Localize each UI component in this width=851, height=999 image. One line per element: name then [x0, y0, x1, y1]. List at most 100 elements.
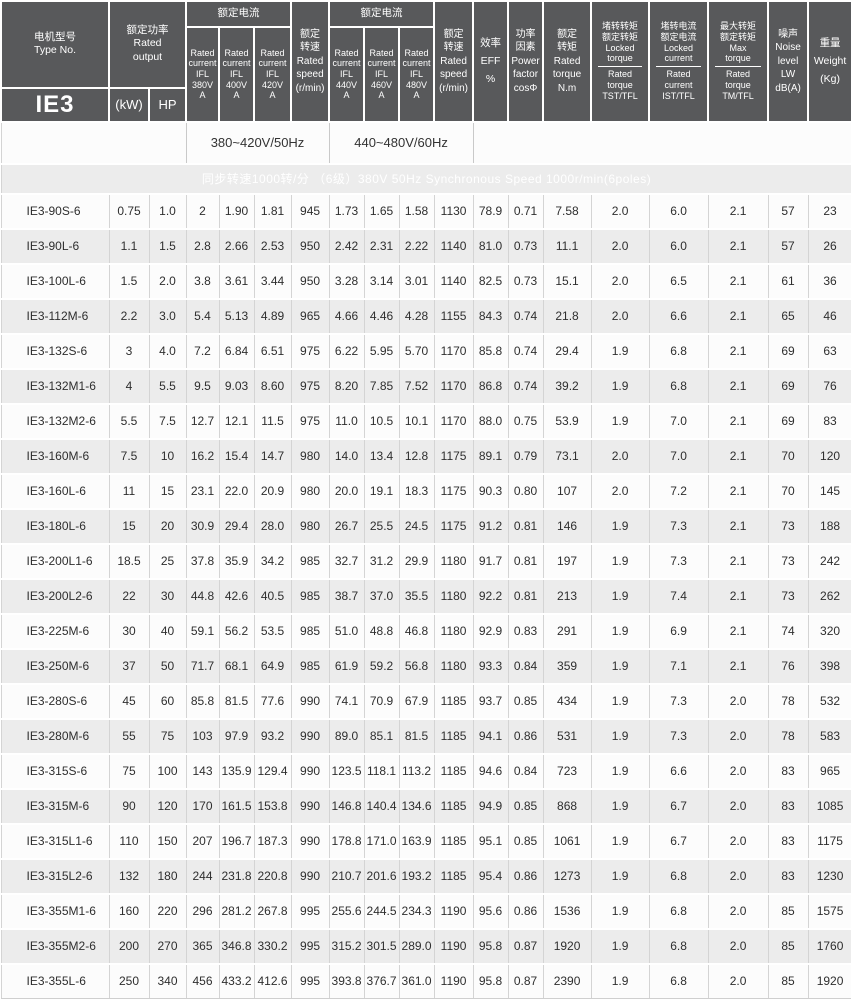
- max-torque-fraction: 最大转矩 额定转矩 Max torque Rated torque TM/TFL: [710, 21, 766, 102]
- value-cell: 398: [808, 647, 851, 685]
- value-cell: 89.0: [329, 717, 365, 755]
- value-cell: 1170: [434, 402, 474, 440]
- value-cell: 0.85: [508, 822, 544, 860]
- value-cell: 0.85: [508, 682, 544, 720]
- value-cell: 220.8: [254, 857, 292, 895]
- value-cell: 163.9: [399, 822, 435, 860]
- value-cell: 289.0: [399, 927, 435, 965]
- value-cell: 74.1: [329, 682, 365, 720]
- value-cell: 196.7: [219, 822, 255, 860]
- value-cell: 88.0: [473, 402, 509, 440]
- value-cell: 69: [768, 332, 809, 370]
- value-cell: 4.89: [254, 297, 292, 335]
- value-cell: 320: [808, 612, 851, 650]
- value-cell: 187.3: [254, 822, 292, 860]
- value-cell: 1190: [434, 927, 474, 965]
- model-cell: IE3-200L2-6: [0, 577, 110, 615]
- value-cell: 7.3: [649, 717, 709, 755]
- model-cell: IE3-315M-6: [0, 787, 110, 825]
- model-cell: IE3-132M1-6: [0, 367, 110, 405]
- col-header-current-400v: Rated current IFL 400V A: [218, 26, 255, 123]
- col-header-hp: HP: [148, 86, 187, 123]
- value-cell: 103: [186, 717, 220, 755]
- value-cell: 93.2: [254, 717, 292, 755]
- value-cell: 1.9: [591, 542, 650, 580]
- model-cell: IE3-200L1-6: [0, 542, 110, 580]
- value-cell: 132: [109, 857, 150, 895]
- voltage-band-50hz: 380~420V/50Hz: [186, 120, 330, 165]
- value-cell: 2.0: [708, 787, 769, 825]
- value-cell: 13.4: [364, 437, 400, 475]
- series-badge: IE3: [0, 86, 110, 123]
- value-cell: 0.74: [508, 367, 544, 405]
- value-cell: 63: [808, 332, 851, 370]
- max-torque-numerator: 最大转矩 额定转矩 Max torque: [720, 21, 757, 64]
- value-cell: 5.4: [186, 297, 220, 335]
- locked-torque-denominator: Rated torque TST/TFL: [602, 69, 638, 101]
- value-cell: 76: [808, 367, 851, 405]
- value-cell: 723: [543, 752, 592, 790]
- value-cell: 1.65: [364, 192, 400, 230]
- value-cell: 583: [808, 717, 851, 755]
- value-cell: 1.9: [591, 682, 650, 720]
- value-cell: 0.87: [508, 927, 544, 965]
- value-cell: 170: [186, 787, 220, 825]
- value-cell: 171.0: [364, 822, 400, 860]
- value-cell: 83: [768, 787, 809, 825]
- value-cell: 145: [808, 472, 851, 510]
- value-cell: 2.1: [708, 332, 769, 370]
- value-cell: 68.1: [219, 647, 255, 685]
- value-cell: 365: [186, 927, 220, 965]
- value-cell: 85.8: [186, 682, 220, 720]
- value-cell: 1.1: [109, 227, 150, 265]
- value-cell: 2.1: [708, 367, 769, 405]
- value-cell: 18.3: [399, 472, 435, 510]
- value-cell: 945: [291, 192, 330, 230]
- locked-current-denominator: Rated current IST/TFL: [662, 69, 695, 101]
- value-cell: 2.1: [708, 262, 769, 300]
- col-header-current-440v: Rated current IFL 440V A: [328, 26, 366, 123]
- value-cell: 90: [109, 787, 150, 825]
- value-cell: 40: [149, 612, 187, 650]
- value-cell: 153.8: [254, 787, 292, 825]
- table-row: IE3-160L-6 11 15 23.1 22.0 20.9 980 20.0 19.1 18.…: [0, 472, 851, 510]
- value-cell: 81.5: [219, 682, 255, 720]
- model-cell: IE3-160L-6: [0, 472, 110, 510]
- value-cell: 1.9: [591, 367, 650, 405]
- value-cell: 31.2: [364, 542, 400, 580]
- value-cell: 56.2: [219, 612, 255, 650]
- value-cell: 990: [291, 787, 330, 825]
- value-cell: 7.85: [364, 367, 400, 405]
- value-cell: 123.5: [329, 752, 365, 790]
- value-cell: 40.5: [254, 577, 292, 615]
- col-header-type-no: 电机型号 Type No.: [0, 0, 110, 89]
- value-cell: 3.28: [329, 262, 365, 300]
- value-cell: 990: [291, 717, 330, 755]
- value-cell: 2.1: [708, 192, 769, 230]
- value-cell: 315.2: [329, 927, 365, 965]
- value-cell: 6.6: [649, 297, 709, 335]
- value-cell: 7.5: [149, 402, 187, 440]
- value-cell: 73: [768, 507, 809, 545]
- value-cell: 95.1: [473, 822, 509, 860]
- col-header-rated-speed-60hz: 额定 转速 Rated speed (r/min): [433, 0, 475, 123]
- model-cell: IE3-90L-6: [0, 227, 110, 265]
- value-cell: 45: [109, 682, 150, 720]
- value-cell: 1185: [434, 717, 474, 755]
- model-cell: IE3-225M-6: [0, 612, 110, 650]
- value-cell: 200: [109, 927, 150, 965]
- value-cell: 118.1: [364, 752, 400, 790]
- value-cell: 0.74: [508, 297, 544, 335]
- value-cell: 91.7: [473, 542, 509, 580]
- value-cell: 75: [109, 752, 150, 790]
- value-cell: 135.9: [219, 752, 255, 790]
- model-cell: IE3-250M-6: [0, 647, 110, 685]
- value-cell: 37: [109, 647, 150, 685]
- value-cell: 81.5: [399, 717, 435, 755]
- model-cell: IE3-315L1-6: [0, 822, 110, 860]
- value-cell: 67.9: [399, 682, 435, 720]
- value-cell: 1.9: [591, 647, 650, 685]
- value-cell: 93.3: [473, 647, 509, 685]
- table-row: IE3-180L-6 15 20 30.9 29.4 28.0 980 26.7 25.5 24.…: [0, 507, 851, 545]
